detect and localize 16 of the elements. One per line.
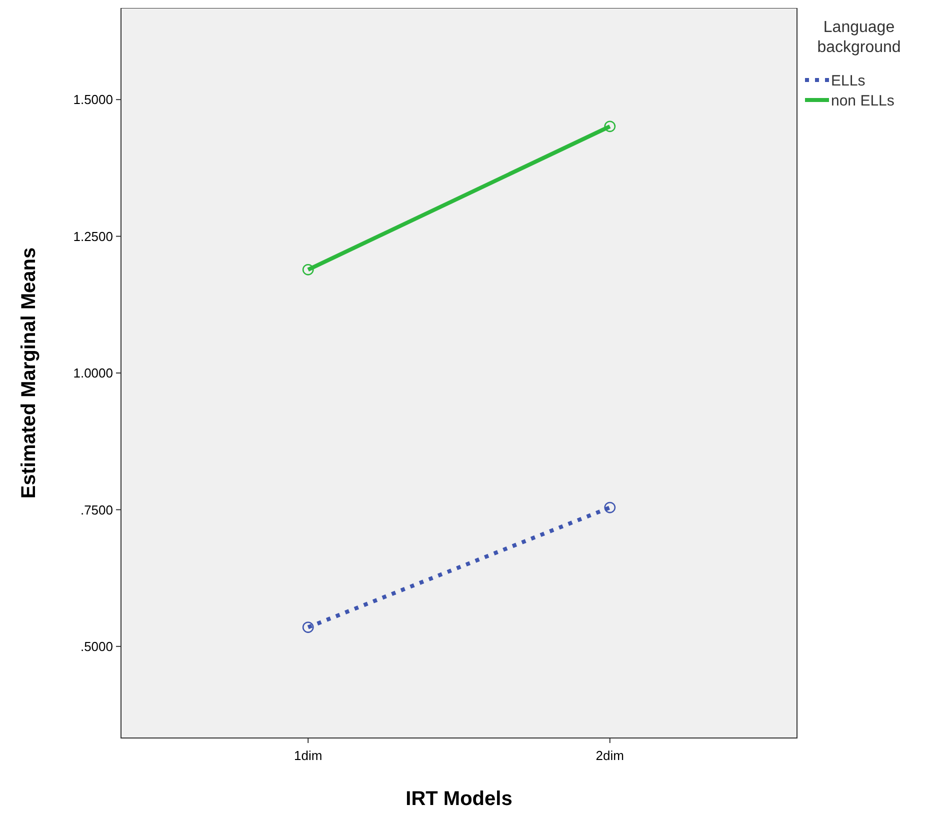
legend-title: Language background <box>817 19 901 56</box>
point <box>604 120 616 132</box>
legend-label: non ELLs <box>831 92 894 110</box>
x-tick-label: 1dim <box>294 748 322 763</box>
point <box>302 264 314 276</box>
y-tick-label: .5000 <box>80 638 113 654</box>
x-tick-label: 2dim <box>596 748 624 763</box>
legend-label: ELLs <box>831 72 866 90</box>
y-axis-title: Estimated Marginal Means <box>18 247 40 499</box>
y-tick-label: 1.0000 <box>73 366 113 381</box>
y-tick-label: 1.2500 <box>73 228 113 244</box>
point <box>302 622 314 633</box>
y-tick-label: 1.5000 <box>73 92 113 108</box>
x-axis-title: IRT Models <box>406 788 512 810</box>
y-tick-label: .7500 <box>80 502 113 518</box>
point <box>604 502 616 514</box>
